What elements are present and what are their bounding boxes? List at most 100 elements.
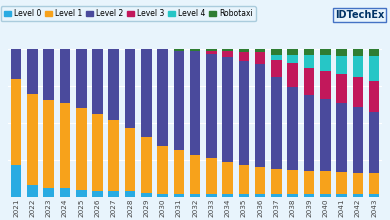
- Bar: [336, 49, 347, 55]
- Bar: [27, 94, 38, 185]
- Bar: [287, 170, 298, 194]
- Bar: [190, 155, 200, 194]
- Bar: [287, 87, 298, 170]
- Bar: [336, 172, 347, 194]
- Bar: [320, 71, 331, 99]
- Bar: [239, 52, 249, 61]
- Bar: [304, 171, 314, 194]
- Bar: [239, 165, 249, 194]
- Bar: [222, 49, 233, 51]
- Bar: [174, 194, 184, 197]
- Bar: [174, 51, 184, 150]
- Bar: [174, 49, 184, 51]
- Bar: [255, 64, 266, 167]
- Legend: Level 0, Level 1, Level 2, Level 3, Level 4, Robotaxi: Level 0, Level 1, Level 2, Level 3, Leve…: [1, 6, 256, 21]
- Bar: [43, 100, 54, 189]
- Bar: [304, 95, 314, 171]
- Bar: [320, 49, 331, 55]
- Bar: [320, 99, 331, 171]
- Bar: [125, 128, 135, 191]
- Bar: [157, 194, 168, 197]
- Bar: [369, 81, 379, 112]
- Bar: [190, 194, 200, 197]
- Bar: [157, 49, 168, 145]
- Bar: [336, 74, 347, 103]
- Bar: [304, 49, 314, 55]
- Bar: [336, 55, 347, 74]
- Bar: [76, 49, 87, 108]
- Bar: [76, 108, 87, 190]
- Bar: [369, 112, 379, 173]
- Bar: [304, 55, 314, 68]
- Text: IDTechEx: IDTechEx: [335, 10, 384, 20]
- Bar: [206, 49, 217, 51]
- Bar: [60, 189, 70, 197]
- Bar: [222, 51, 233, 57]
- Bar: [353, 194, 363, 197]
- Bar: [255, 49, 266, 52]
- Bar: [125, 191, 135, 197]
- Bar: [239, 49, 249, 52]
- Bar: [336, 103, 347, 172]
- Bar: [108, 191, 119, 197]
- Bar: [27, 49, 38, 94]
- Bar: [320, 171, 331, 194]
- Bar: [125, 49, 135, 128]
- Bar: [222, 162, 233, 194]
- Bar: [353, 49, 363, 56]
- Bar: [239, 61, 249, 165]
- Bar: [76, 190, 87, 197]
- Bar: [11, 165, 21, 197]
- Bar: [92, 191, 103, 197]
- Bar: [287, 194, 298, 197]
- Bar: [304, 68, 314, 95]
- Bar: [369, 56, 379, 81]
- Bar: [92, 114, 103, 191]
- Bar: [239, 194, 249, 197]
- Bar: [320, 55, 331, 71]
- Bar: [27, 185, 38, 197]
- Bar: [222, 194, 233, 197]
- Bar: [108, 120, 119, 191]
- Bar: [255, 52, 266, 64]
- Bar: [255, 167, 266, 194]
- Bar: [206, 54, 217, 158]
- Bar: [369, 173, 379, 194]
- Bar: [287, 55, 298, 63]
- Bar: [271, 55, 282, 60]
- Bar: [206, 194, 217, 197]
- Bar: [174, 150, 184, 194]
- Bar: [43, 49, 54, 100]
- Bar: [271, 60, 282, 77]
- Bar: [141, 49, 152, 137]
- Bar: [92, 49, 103, 114]
- Bar: [287, 49, 298, 55]
- Bar: [304, 194, 314, 197]
- Bar: [287, 63, 298, 87]
- Bar: [141, 193, 152, 197]
- Bar: [353, 173, 363, 194]
- Bar: [320, 194, 331, 197]
- Bar: [206, 158, 217, 194]
- Bar: [60, 103, 70, 189]
- Bar: [157, 145, 168, 194]
- Bar: [353, 107, 363, 173]
- Bar: [369, 194, 379, 197]
- Bar: [206, 51, 217, 54]
- Bar: [141, 137, 152, 193]
- Bar: [108, 49, 119, 120]
- Bar: [43, 189, 54, 197]
- Bar: [353, 56, 363, 77]
- Bar: [336, 194, 347, 197]
- Bar: [271, 194, 282, 197]
- Bar: [222, 57, 233, 162]
- Bar: [369, 49, 379, 56]
- Bar: [271, 49, 282, 55]
- Bar: [353, 77, 363, 107]
- Bar: [190, 49, 200, 51]
- Bar: [190, 51, 200, 155]
- Bar: [271, 169, 282, 194]
- Bar: [11, 79, 21, 165]
- Bar: [60, 49, 70, 103]
- Bar: [255, 194, 266, 197]
